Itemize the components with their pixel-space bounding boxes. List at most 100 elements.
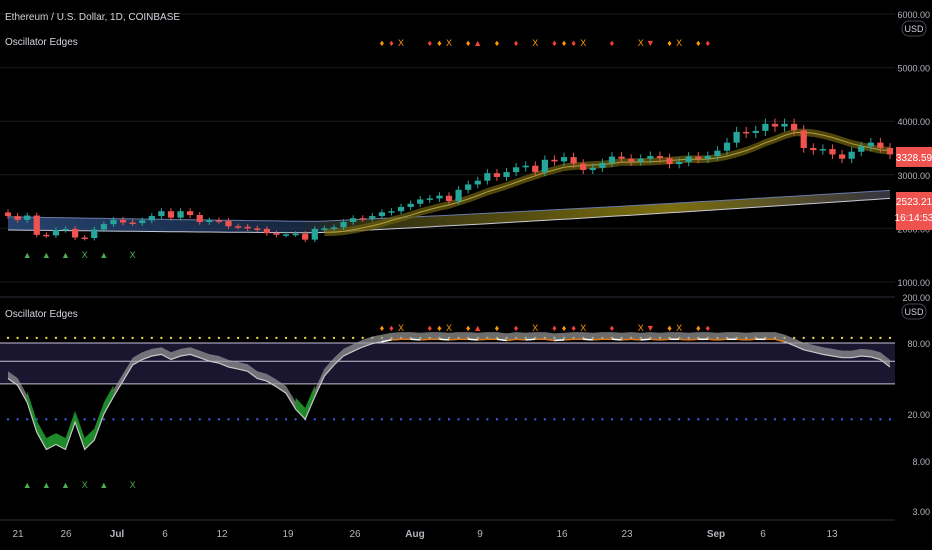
signal-top-marker: X: [580, 38, 586, 48]
time-tick-label: Sep: [707, 529, 725, 540]
candle-body: [733, 131, 740, 143]
oscillator-overbought-segment: [650, 338, 660, 341]
signal-top-marker: ♦: [610, 38, 615, 48]
yellow-dot: [361, 336, 364, 340]
blue-dot: [879, 418, 882, 421]
oscillator-pane: ♦ ♦ X ♦ ♦ X ♦ ▲ ♦ ♦ X ♦ ♦ ♦ X ♦ X ▼ ♦ X ♦ ♦▲ ▲ ▲ X ▲ X: [0, 323, 895, 490]
candle-body: [350, 218, 357, 222]
candle-body: [810, 148, 817, 151]
blue-dot: [246, 418, 249, 421]
signal-osc-marker: X: [446, 323, 452, 333]
blue-dot: [351, 418, 355, 421]
time-axis-ticks[interactable]: 21 26 Jul 6 12 19 26 Aug 9 16 23 Sep 6 13: [12, 529, 838, 540]
signal-top-marker: ♦: [437, 38, 442, 48]
currency-sub-label: USD: [904, 307, 924, 317]
signal-top-marker: X: [532, 38, 538, 48]
signal-osc-marker: X: [532, 323, 538, 333]
candle-body: [618, 156, 625, 159]
candle-body: [656, 156, 664, 159]
signal-osc-marker: X: [676, 323, 682, 333]
blue-dot: [45, 418, 48, 421]
blue-dot: [16, 418, 19, 421]
blue-dot: [505, 418, 508, 421]
signal-osc-bottom-marker: ▲: [42, 480, 51, 490]
price-axis-ticks: 6000.005000.004000.003000.002000.001000.…: [897, 10, 930, 517]
candle-body: [110, 219, 117, 225]
sub-indicator-label[interactable]: Oscillator Edges: [5, 309, 78, 320]
yellow-dot: [869, 336, 873, 340]
yellow-dot: [860, 336, 863, 340]
blue-dot: [409, 418, 412, 421]
candle-body: [503, 172, 510, 177]
candle-body: [81, 237, 88, 240]
blue-dot: [256, 418, 259, 421]
signal-markers-top: ♦ ♦ X ♦ ♦ X ♦ ▲ ♦ ♦ X ♦ ♦ ♦ X ♦ X ▼ ♦ X ♦ ♦▲ ▲ ▲ X ▲ X: [23, 38, 711, 260]
candle-body: [225, 220, 232, 227]
blue-dot: [342, 418, 345, 421]
oscillator-overbought-segment: [717, 338, 728, 341]
candle-body: [637, 158, 644, 162]
yellow-dot: [217, 336, 221, 340]
blue-dot: [601, 418, 604, 421]
signal-top-marker: ♦: [571, 38, 576, 48]
yellow-dot: [840, 336, 844, 340]
blue-dot: [486, 418, 489, 421]
currency-button-sub[interactable]: USD: [901, 303, 927, 320]
candle-body: [455, 189, 462, 202]
long-ma-upper-line: [7, 189, 891, 222]
signal-top-marker: X: [676, 38, 682, 48]
time-tick-label: 9: [477, 529, 483, 540]
yellow-dot: [303, 336, 307, 340]
signal-osc-marker: ♦: [610, 323, 615, 333]
yellow-dot: [141, 336, 144, 340]
yellow-dot: [169, 336, 173, 340]
oscillator-overbought-segment: [420, 338, 430, 341]
candle-body: [340, 221, 347, 228]
yellow-dot: [160, 336, 163, 340]
oscillator-overbought-segment: [563, 338, 574, 341]
symbol-title[interactable]: Ethereum / U.S. Dollar, 1D, COINBASE: [5, 12, 180, 23]
candle-body: [781, 123, 788, 127]
yellow-dot: [45, 336, 48, 340]
candle-body: [714, 150, 721, 157]
time-tick-label: Jul: [110, 529, 125, 540]
yellow-dot: [256, 336, 259, 340]
signal-osc-bottom-marker: ▲: [23, 480, 32, 490]
yellow-dot: [821, 336, 825, 340]
yellow-dot: [246, 336, 249, 340]
currency-button-main[interactable]: USD: [901, 20, 927, 37]
candle-body: [762, 123, 769, 131]
blue-dot: [169, 418, 173, 421]
yellow-dot: [313, 336, 316, 340]
osc-tick-label: 3.00: [912, 507, 930, 517]
price-axis[interactable]: [895, 0, 932, 550]
signal-osc-marker: ♦: [389, 323, 394, 333]
candle-body: [24, 215, 31, 220]
blue-dot: [735, 418, 738, 421]
yellow-dot: [54, 336, 58, 340]
blue-dot: [284, 418, 288, 421]
yellow-dot: [284, 336, 288, 340]
signal-osc-marker: ♦: [706, 323, 711, 333]
blue-dot: [198, 418, 201, 421]
price-tick-label: 3000.00: [897, 171, 930, 181]
yellow-dot: [25, 336, 29, 340]
time-tick-label: 19: [282, 529, 294, 540]
blue-dot: [831, 418, 834, 421]
blue-dot: [6, 418, 10, 421]
blue-dot: [744, 418, 748, 421]
candle-body: [119, 219, 127, 223]
candle-body: [148, 216, 155, 221]
candle-body: [4, 212, 12, 217]
candle-body: [244, 226, 251, 229]
blue-dot: [553, 418, 556, 421]
main-indicator-label[interactable]: Oscillator Edges: [5, 37, 78, 48]
candle-body: [819, 149, 827, 151]
blue-dot: [83, 418, 86, 421]
yellow-dot: [831, 336, 834, 340]
yellow-dot: [198, 336, 201, 340]
oscillator-overbought-segment: [640, 338, 651, 341]
candle-body: [311, 228, 318, 240]
candle-body: [695, 156, 702, 159]
signal-top-marker: ♦: [495, 38, 500, 48]
